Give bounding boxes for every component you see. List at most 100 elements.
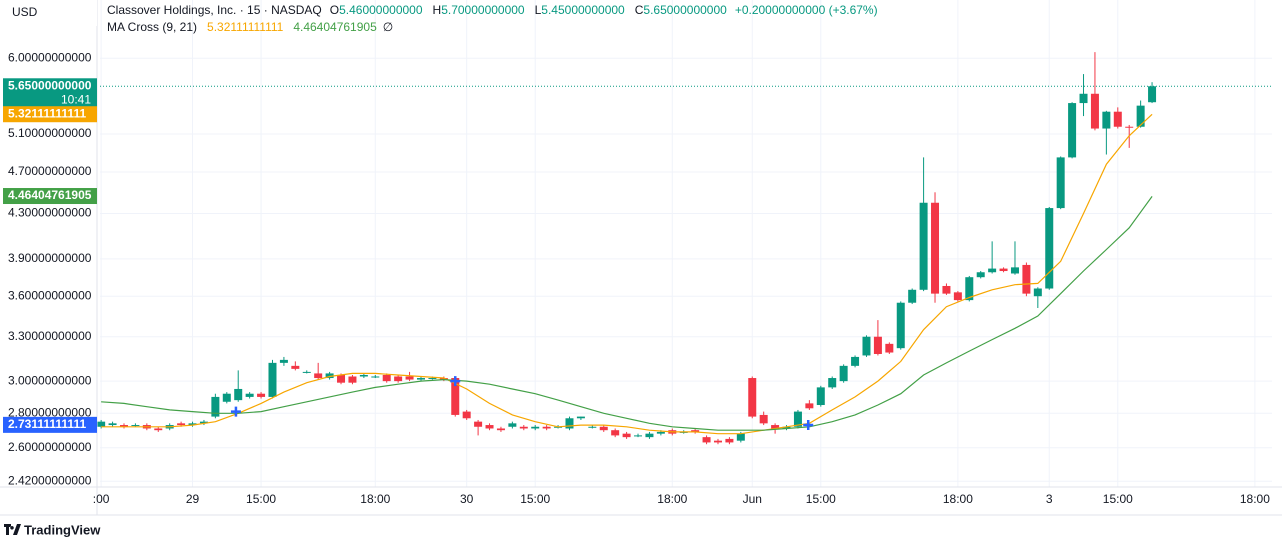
candle-body (656, 431, 665, 434)
cross-marker (230, 406, 241, 417)
candle-body (291, 365, 300, 369)
candle-body (245, 393, 254, 397)
price-badge (3, 78, 97, 109)
candle-body (759, 414, 768, 424)
brand-name: TradingView (24, 522, 101, 537)
candle-body (702, 437, 711, 443)
candle-body (371, 376, 380, 378)
candle-body (873, 336, 882, 354)
candle-body (862, 336, 871, 356)
candle-body (576, 416, 585, 419)
y-tick-label: 6.00000000000 (8, 50, 92, 64)
candle-body (119, 425, 128, 427)
candle-body (919, 202, 928, 290)
y-tick-label: 3.90000000000 (8, 251, 92, 265)
candle-body (428, 378, 437, 380)
candle-body (793, 411, 802, 427)
candle-body (1148, 86, 1157, 103)
candle-body (154, 428, 163, 431)
candle-body (1079, 93, 1088, 104)
candle-body (931, 202, 940, 294)
y-tick-label: 3.00000000000 (8, 373, 92, 387)
indicator-value: 5.32111111111 (207, 20, 284, 34)
ohlc-label: H (433, 3, 442, 17)
candle-body (1068, 103, 1077, 158)
candle-body (1033, 288, 1042, 297)
candle-body (199, 421, 208, 424)
ma-line (101, 113, 1153, 435)
price-badge-label: 2.73111111111 (8, 417, 86, 431)
candle-body (405, 376, 414, 380)
candle-body (908, 289, 917, 303)
y-tick-label: 2.42000000000 (8, 473, 92, 487)
candle-body (1090, 93, 1099, 129)
candle-body (508, 423, 517, 427)
y-tick-label: 5.10000000000 (8, 126, 92, 140)
candle-body (885, 343, 894, 353)
candle-body (97, 421, 106, 427)
x-tick-label: 18:00 (360, 492, 390, 506)
brand-logo (4, 524, 21, 535)
candle-body (268, 362, 277, 397)
candle-body (474, 421, 483, 427)
candle-body (131, 425, 140, 427)
legend-main: Classover Holdings, Inc. · 15 · NASDAQ O5… (107, 3, 878, 17)
indicator-value: 4.46404761905 (293, 20, 377, 34)
candle-body (588, 426, 597, 428)
candle-body (748, 378, 757, 417)
candle-body (725, 438, 734, 443)
currency: USD (12, 5, 38, 19)
y-tick-label: 4.70000000000 (8, 164, 92, 178)
price-badge (3, 188, 97, 205)
ohlc-label: O (330, 3, 339, 17)
candle-body (851, 356, 860, 366)
plot (97, 52, 1272, 445)
candle-body (314, 373, 323, 379)
ohlc-value: 5.45000000000 (541, 3, 625, 17)
x-tick-label: Jun (743, 492, 762, 506)
legend-indicator: MA Cross (9, 21) 5.32111111111 4.464047619… (107, 20, 393, 34)
candle-body (645, 433, 654, 438)
candle-body (1022, 264, 1031, 294)
candle-body (416, 378, 425, 380)
ohlc-value: 5.46000000000 (339, 3, 423, 17)
candle-body (325, 373, 334, 379)
x-tick-label: 3 (1046, 492, 1053, 506)
price-axis: 2.42000000000 2.60000000000 2.80000000000 3… (3, 50, 1270, 506)
price-badge-label: 4.46404761905 (8, 188, 92, 202)
candle-body (222, 393, 231, 402)
x-tick-label: 18:00 (943, 492, 973, 506)
candle-body (565, 418, 574, 429)
candle-body (279, 359, 288, 363)
candle-body (999, 268, 1008, 272)
candle-body (462, 411, 471, 419)
indicator-flag: ∅ (383, 20, 393, 34)
candle-body (1045, 208, 1054, 289)
x-tick-label: 15:00 (806, 492, 836, 506)
candle-body (634, 435, 643, 437)
ma-line (101, 196, 1153, 431)
candle-body (485, 425, 494, 429)
ohlc-value: 5.70000000000 (441, 3, 525, 17)
candle-body (736, 433, 745, 441)
currency-box (0, 0, 97, 26)
candle-body (839, 365, 848, 382)
ohlc-label: C (635, 3, 644, 17)
candle-body (622, 433, 631, 438)
x-tick-label: 18:00 (657, 492, 687, 506)
candle-body (382, 374, 391, 382)
candle-body (439, 378, 448, 380)
price-badge-time: 10:41 (61, 92, 91, 106)
candle-body (599, 426, 608, 431)
candle-body (1125, 126, 1134, 128)
candle-body (302, 371, 311, 373)
candle-body (359, 374, 368, 377)
indicator-name: MA Cross (9, 21) (107, 20, 197, 34)
change: +0.20000000000 (+3.67%) (735, 3, 878, 17)
price-badge (3, 416, 97, 433)
candle-body (953, 292, 962, 301)
candle-body (394, 376, 403, 382)
y-tick-label: 2.80000000000 (8, 405, 92, 419)
candle-body (896, 302, 905, 349)
